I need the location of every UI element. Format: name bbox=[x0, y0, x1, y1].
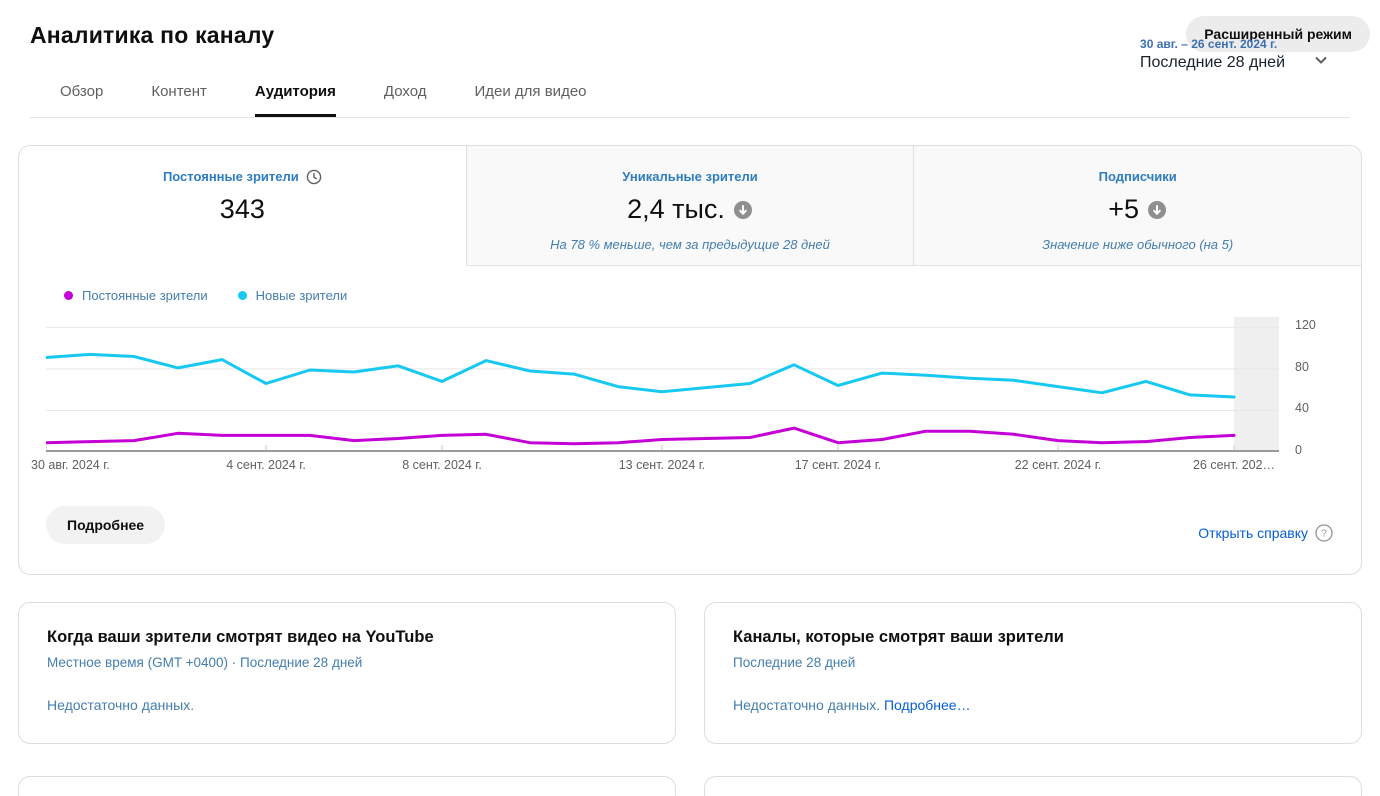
metric-tab-unique-viewers[interactable]: Уникальные зрители 2,4 тыс. На 78 % мень… bbox=[465, 146, 914, 266]
page-title: Аналитика по каналу bbox=[30, 22, 275, 48]
x-tick-label: 30 авг. 2024 г. bbox=[31, 458, 110, 472]
legend-dot-cyan bbox=[237, 291, 247, 300]
details-button[interactable]: Подробнее bbox=[46, 506, 166, 544]
metric-value: +5 bbox=[1108, 194, 1140, 224]
metric-subtitle: Значение ниже обычного (на 5) bbox=[1042, 237, 1234, 252]
card-channels-watched: Каналы, которые смотрят ваши зрители Пос… bbox=[704, 602, 1362, 744]
card-title: Каналы, которые смотрят ваши зрители bbox=[733, 628, 1064, 646]
y-tick-label: 0 bbox=[1295, 443, 1302, 457]
x-tick-label: 13 сент. 2024 г. bbox=[618, 458, 706, 472]
date-range-picker[interactable]: 30 авг. – 26 сент. 2024 г. Последние 28 … bbox=[1140, 37, 1285, 72]
x-axis-labels: 30 авг. 2024 г. 4 сент. 2024 г. 8 сент. 20… bbox=[19, 456, 1361, 476]
metric-tab-subscribers[interactable]: Подписчики +5 Значение ниже обычного (на… bbox=[913, 146, 1361, 266]
tab-overview[interactable]: Обзор bbox=[60, 83, 104, 100]
card-partial-right bbox=[704, 776, 1362, 796]
y-tick-label: 120 bbox=[1295, 318, 1316, 332]
y-tick-label: 40 bbox=[1295, 401, 1309, 415]
clock-icon bbox=[306, 169, 322, 185]
tab-video-ideas[interactable]: Идеи для видео bbox=[474, 83, 587, 100]
card-body: Недостаточно данных. Подробнее… bbox=[733, 697, 971, 713]
tab-audience[interactable]: Аудитория bbox=[254, 75, 360, 117]
date-range-text: 30 авг. – 26 сент. 2024 г. bbox=[1140, 37, 1278, 51]
chart-legend: Постоянные зрители Новые зрители bbox=[64, 288, 1361, 303]
legend-label: Новые зрители bbox=[255, 288, 348, 303]
card-subtitle: Местное время (GMT +0400) · Последние 28… bbox=[47, 655, 363, 670]
x-tick-label: 4 сент. 2024 г. bbox=[226, 458, 306, 472]
metric-value: 2,4 тыс. bbox=[627, 194, 725, 224]
x-tick-label: 22 сент. 2024 г. bbox=[1014, 458, 1102, 472]
x-tick-label: 17 сент. 2024 г. bbox=[794, 458, 882, 472]
arrow-down-circle-icon bbox=[733, 200, 753, 220]
metric-label: Подписчики bbox=[1098, 169, 1177, 184]
card-subtitle: Последние 28 дней bbox=[733, 655, 856, 670]
metric-label: Уникальные зрители bbox=[622, 169, 758, 184]
metric-tabs: Постоянные зрители 343 Уникальные зрител… bbox=[19, 146, 1361, 266]
card-body: Недостаточно данных. bbox=[47, 697, 195, 713]
open-help-link[interactable]: Открыть справку ? bbox=[1198, 524, 1333, 542]
question-circle-icon: ? bbox=[1315, 524, 1333, 542]
chevron-down-icon[interactable] bbox=[1310, 49, 1332, 71]
x-tick-label: 8 сент. 2024 г. bbox=[402, 458, 482, 472]
tab-content[interactable]: Контент bbox=[151, 83, 207, 100]
learn-more-link[interactable]: Подробнее… bbox=[883, 697, 971, 713]
card-title: Когда ваши зрители смотрят видео на YouT… bbox=[47, 628, 434, 646]
legend-dot-magenta bbox=[64, 291, 73, 300]
card-watch-times: Когда ваши зрители смотрят видео на YouT… bbox=[18, 602, 676, 744]
date-range-preset: Последние 28 дней bbox=[1140, 54, 1285, 71]
tab-strip: Обзор Контент Аудитория Доход Идеи для в… bbox=[30, 37, 1350, 118]
svg-text:?: ? bbox=[1321, 528, 1327, 540]
analytics-card: Постоянные зрители 343 Уникальные зрител… bbox=[18, 145, 1362, 575]
legend-item-returning-viewers: Постоянные зрители bbox=[64, 288, 208, 303]
header: Аналитика по каналу Расширенный режим Об… bbox=[0, 0, 1380, 118]
advanced-mode-button[interactable]: Расширенный режим bbox=[1186, 16, 1370, 52]
x-tick-label: 26 сент. 202… bbox=[1192, 458, 1276, 472]
arrow-down-circle-icon bbox=[1147, 200, 1167, 220]
metric-tab-returning-viewers[interactable]: Постоянные зрители 343 bbox=[19, 146, 466, 266]
legend-label: Постоянные зрители bbox=[82, 288, 208, 303]
card-partial-left bbox=[18, 776, 676, 796]
legend-item-new-viewers: Новые зрители bbox=[237, 288, 348, 303]
y-tick-label: 80 bbox=[1295, 360, 1309, 374]
metric-value: 343 bbox=[219, 194, 265, 224]
metric-label: Постоянные зрители bbox=[162, 169, 299, 184]
chart-plot-area[interactable] bbox=[46, 317, 1279, 454]
line-chart[interactable]: 0 40 80 120 bbox=[46, 317, 1346, 457]
metric-subtitle: На 78 % меньше, чем за предыдущие 28 дне… bbox=[550, 237, 830, 252]
tab-revenue[interactable]: Доход bbox=[383, 83, 427, 100]
